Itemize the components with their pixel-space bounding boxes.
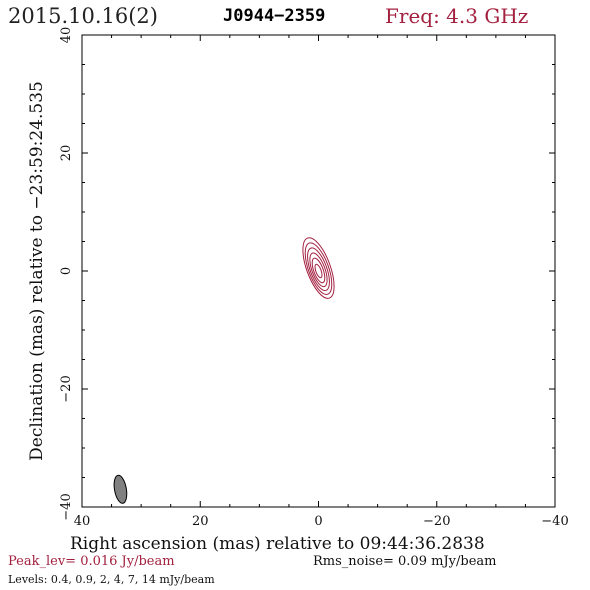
x-tick-label: 40 (74, 514, 91, 529)
y-tick-label: −40 (59, 493, 74, 520)
x-tick-label: −20 (423, 514, 450, 529)
y-tick-label: 20 (59, 145, 74, 162)
x-axis-label: Right ascension (mas) relative to 09:44:… (70, 534, 485, 554)
x-tick-label: 20 (192, 514, 209, 529)
contour-level (309, 252, 328, 288)
source-name: J0944−2359 (223, 6, 326, 26)
x-tick-label: −40 (541, 514, 568, 529)
frequency-label: Freq: 4.3 GHz (385, 4, 529, 28)
observation-date: 2015.10.16(2) (8, 4, 158, 28)
y-tick-label: 40 (59, 27, 74, 44)
y-tick-label: 0 (59, 267, 74, 275)
contour-level (314, 263, 323, 279)
contour-levels: Levels: 0.4, 0.9, 2, 4, 7, 14 mJy/beam (8, 573, 215, 586)
contour-group (302, 237, 335, 299)
contour-level (311, 257, 326, 284)
plot-frame (81, 34, 556, 508)
contour-level (302, 237, 335, 299)
rms-noise: Rms_noise= 0.09 mJy/beam (313, 554, 497, 569)
beam-ellipse (113, 474, 128, 504)
y-tick-label: −20 (59, 375, 74, 402)
beam-group (113, 474, 128, 504)
contour-level (307, 247, 330, 292)
y-axis-label: Declination (mas) relative to −23:59:24.… (27, 81, 47, 461)
contour-level (304, 242, 333, 295)
x-tick-label: 0 (314, 514, 322, 529)
peak-level: Peak_lev= 0.016 Jy/beam (8, 554, 175, 569)
axis-ticks: 40 20 0 −20 −40 −40 −20 0 20 40 (59, 27, 569, 529)
